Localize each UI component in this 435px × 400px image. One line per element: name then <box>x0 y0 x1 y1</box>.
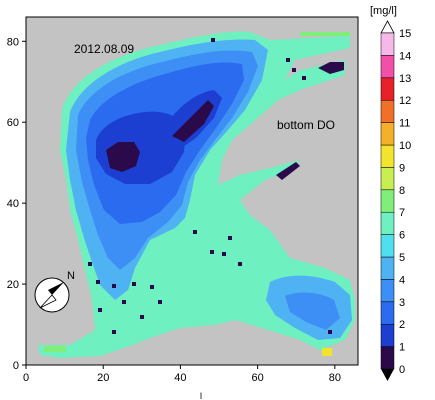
bottom-axis-label: l <box>200 391 202 400</box>
x-tick-label: 0 <box>23 372 29 384</box>
dot <box>122 300 126 304</box>
colorbar-tick-label: 5 <box>399 252 405 264</box>
north-label: N <box>67 270 75 282</box>
dot <box>158 300 162 304</box>
y-tick-label: 60 <box>7 117 19 129</box>
colorbar-swatch <box>380 234 395 258</box>
colorbar-swatch <box>380 55 395 79</box>
colorbar-tick-label: 6 <box>399 230 405 242</box>
colorbar-swatch <box>380 279 395 303</box>
colorbar-tick-label: 11 <box>399 118 410 130</box>
dot <box>112 330 116 334</box>
do-region-7-strip <box>300 32 350 36</box>
colorbar-tick-label: 13 <box>399 73 411 85</box>
colorbar-tick-label: 1 <box>399 342 405 354</box>
colorbar-top-cap <box>380 20 395 34</box>
dot <box>302 76 306 80</box>
x-tick-label: 60 <box>252 372 264 384</box>
dot <box>88 262 92 266</box>
colorbar-bottom-cap <box>381 369 394 381</box>
dot <box>96 280 100 284</box>
dot <box>238 262 242 266</box>
colorbar-tick-label: 2 <box>399 319 405 331</box>
y-axis: 0 20 40 60 80 <box>7 36 26 372</box>
x-tick-label: 20 <box>97 372 109 384</box>
date-label: 2012.08.09 <box>74 42 134 56</box>
y-tick-label: 20 <box>7 279 19 291</box>
colorbar-tick-label: 8 <box>399 185 405 197</box>
y-tick-label: 0 <box>13 360 19 372</box>
colorbar-tick-label: 0 <box>399 364 405 376</box>
colorbar-swatch <box>380 323 395 347</box>
x-tick-label: 40 <box>174 372 186 384</box>
colorbar-tick-label: 3 <box>399 297 405 309</box>
colorbar-swatch <box>380 167 395 191</box>
dot <box>98 308 102 312</box>
map-frame <box>25 16 359 366</box>
dot <box>286 58 290 62</box>
colorbar-swatch <box>380 77 395 101</box>
dot <box>222 252 226 256</box>
colorbar-swatch <box>380 32 395 56</box>
colorbar-swatch <box>380 144 395 168</box>
colorbar-tick-label: 4 <box>399 274 405 286</box>
colorbar-swatch <box>380 346 395 370</box>
colorbar-swatch <box>380 99 395 123</box>
do-region-east-3 <box>285 292 340 330</box>
compass-needle-south <box>39 294 57 309</box>
do-region-0-west <box>106 142 140 172</box>
hypoxic-dots <box>88 38 332 334</box>
map-panel: 2012.08.09 bottom DO N <box>25 16 359 366</box>
y-tick-label: 40 <box>7 198 19 210</box>
variable-label: bottom DO <box>277 118 335 132</box>
dot <box>211 38 215 42</box>
compass-needle-north <box>48 282 64 295</box>
colorbar-swatch <box>380 122 395 146</box>
dot <box>193 230 197 234</box>
colorbar-swatch <box>380 189 395 213</box>
colorbar-tick-label: 15 <box>399 28 411 40</box>
colorbar-tick-label: 12 <box>399 95 411 107</box>
colorbar-swatch <box>380 256 395 280</box>
x-tick-label: 80 <box>329 372 341 384</box>
do-region-0-ne <box>318 62 344 74</box>
do-field <box>38 31 355 359</box>
colorbar-tick-label: 10 <box>399 140 411 152</box>
do-region-7-patch <box>44 346 66 352</box>
do-region-0-center <box>172 100 214 142</box>
colorbar-tick-label: 14 <box>399 50 411 62</box>
y-tick-label: 80 <box>7 36 19 48</box>
dot <box>150 285 154 289</box>
colorbar-swatch <box>380 301 395 325</box>
dot <box>112 284 116 288</box>
colorbar-tick-label: 7 <box>399 207 405 219</box>
x-axis: 0 20 40 60 80 <box>23 365 341 384</box>
dot <box>140 315 144 319</box>
colorbar-unit-label: [mg/l] <box>370 5 397 17</box>
colorbar-tick-label: 9 <box>399 162 405 174</box>
dot <box>328 330 332 334</box>
do-region-8-patch <box>322 348 332 356</box>
dot <box>228 236 232 240</box>
do-region-0-east <box>276 162 300 180</box>
north-arrow: N <box>34 270 75 313</box>
dot <box>292 68 296 72</box>
colorbar-swatch <box>380 211 395 235</box>
dot <box>132 282 136 286</box>
dot <box>210 250 214 254</box>
